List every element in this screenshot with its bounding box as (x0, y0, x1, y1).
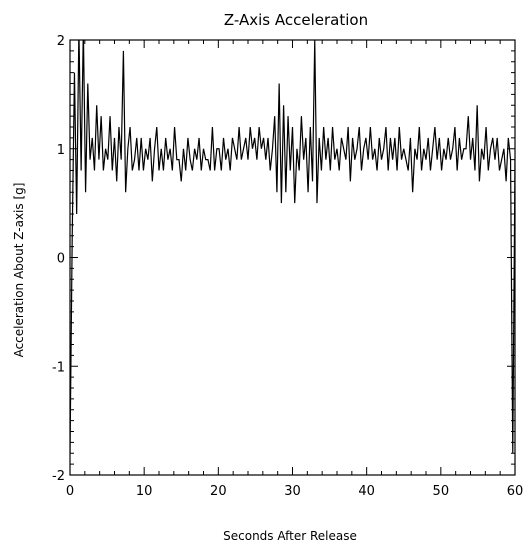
y-tick-label: 2 (57, 34, 65, 49)
acceleration-series-line (70, 40, 515, 454)
x-tick-label: 50 (433, 484, 450, 499)
x-tick-label: 30 (284, 484, 301, 499)
x-axis-title: Seconds After Release (223, 529, 357, 543)
y-tick-label: 1 (57, 143, 65, 158)
chart-title: Z-Axis Acceleration (224, 11, 368, 29)
x-tick-label: 60 (507, 484, 523, 499)
y-tick-label: 0 (57, 252, 65, 267)
y-tick-label: -1 (52, 360, 65, 375)
plot-frame (69, 39, 516, 476)
x-tick-label: 20 (210, 484, 227, 499)
x-tick-label: 10 (136, 484, 153, 499)
x-tick-label: 40 (358, 484, 375, 499)
x-tick-label: 0 (66, 484, 74, 499)
y-tick-label: -2 (52, 469, 65, 484)
y-axis-title: Acceleration About Z-axis [g] (12, 183, 26, 358)
